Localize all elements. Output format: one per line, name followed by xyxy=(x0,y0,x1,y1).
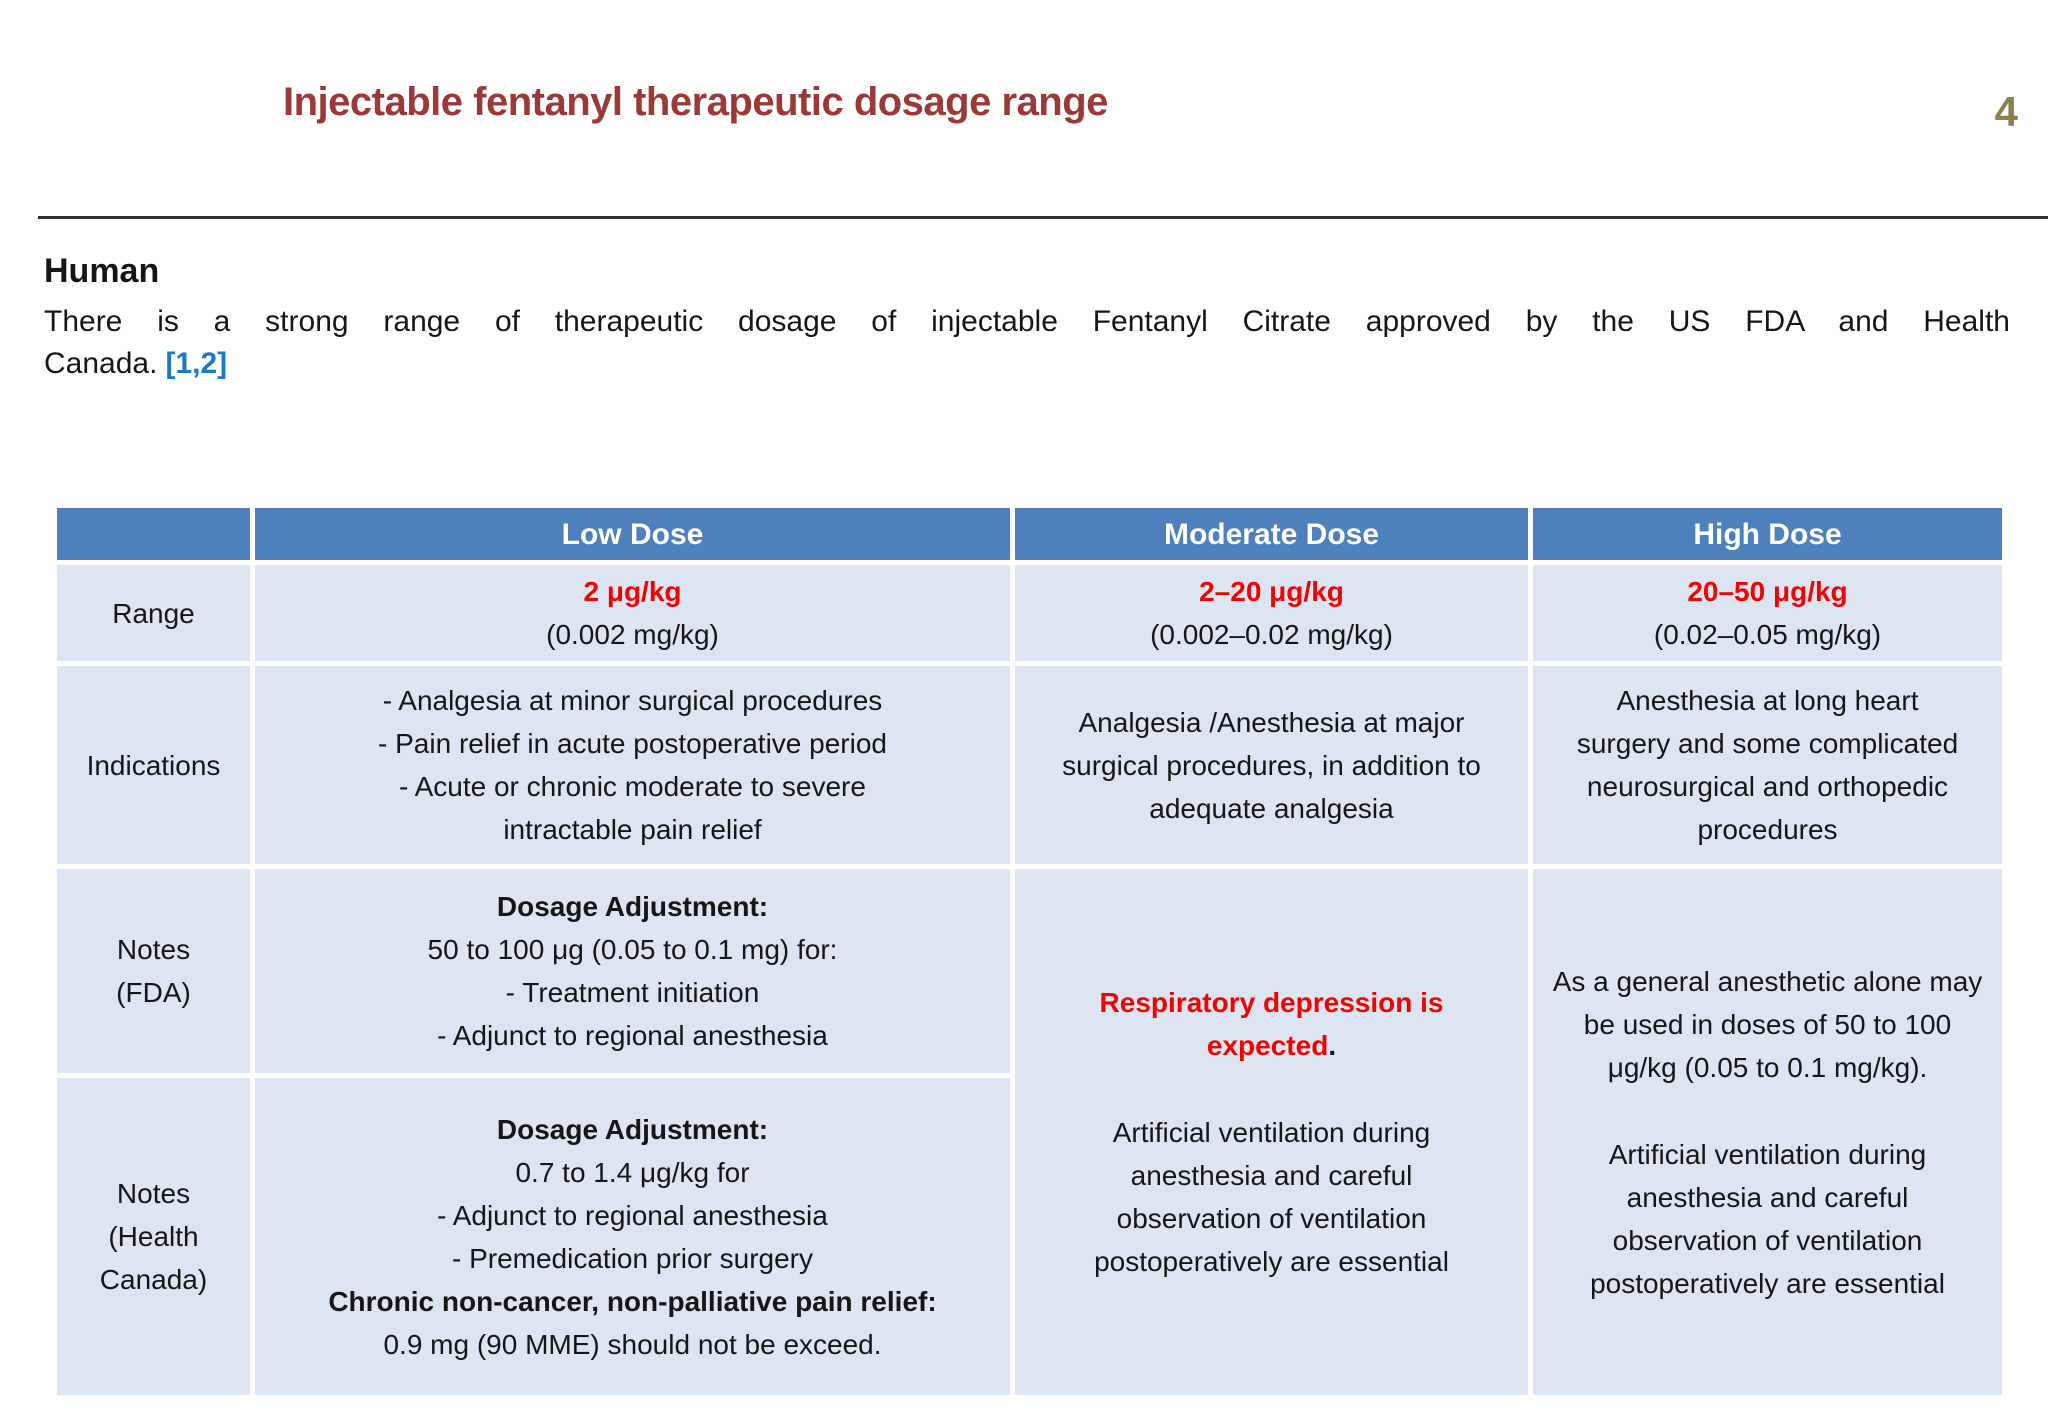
indication-moderate-text: Analgesia /Anesthesia at major surgical … xyxy=(1062,706,1481,824)
intro-paragraph-line1: There is a strong range of therapeutic d… xyxy=(44,305,2010,338)
notes-hc-low-line: - Adjunct to regional anesthesia xyxy=(437,1199,828,1231)
cell-indications-moderate: Analgesia /Anesthesia at major surgical … xyxy=(1015,666,1528,864)
high-ventilation-note: Artificial ventilation during anesthesia… xyxy=(1590,1138,1945,1299)
row-label-range: Range xyxy=(57,565,250,661)
notes-fda-low-heading: Dosage Adjustment: xyxy=(496,891,769,922)
notes-hc-low-line: - Premedication prior surgery xyxy=(451,1242,814,1274)
slide-title: Injectable fentanyl therapeutic dosage r… xyxy=(283,80,1108,124)
dosage-table: Low Dose Moderate Dose High Dose Range 2… xyxy=(57,508,2002,1395)
range-moderate-mg: (0.002–0.02 mg/kg) xyxy=(1150,619,1393,650)
cell-notes-high-merged: As a general anesthetic alone may be use… xyxy=(1533,869,2002,1395)
cell-notes-fda-low: Dosage Adjustment: 50 to 100 μg (0.05 to… xyxy=(255,869,1010,1073)
row-label-indications: Indications xyxy=(57,666,250,864)
title-divider xyxy=(38,216,2048,219)
cell-indications-low: - Analgesia at minor surgical procedures… xyxy=(255,666,1010,864)
range-low-dose: 2 μg/kg xyxy=(583,576,682,607)
notes-hc-low-line2: 0.9 mg (90 MME) should not be exceed. xyxy=(383,1328,882,1360)
cell-indications-high: Anesthesia at long heart surgery and som… xyxy=(1533,666,2002,864)
notes-fda-low-line: - Adjunct to regional anesthesia xyxy=(437,1020,828,1051)
table-header-high-dose: High Dose xyxy=(1533,508,2002,560)
citation-ref: [1,2] xyxy=(165,347,228,380)
row-label-notes-health-canada: Notes (Health Canada) xyxy=(57,1078,250,1395)
cell-notes-hc-low: Dosage Adjustment: 0.7 to 1.4 μg/kg for … xyxy=(255,1078,1010,1395)
moderate-warning-text: Respiratory depression is expected xyxy=(1099,987,1444,1061)
range-low-mg: (0.002 mg/kg) xyxy=(546,619,719,650)
section-heading-human: Human xyxy=(44,252,160,290)
cell-range-low: 2 μg/kg (0.002 mg/kg) xyxy=(255,565,1010,661)
indication-low-item: - Pain relief in acute postoperative per… xyxy=(378,728,887,759)
range-high-mg: (0.02–0.05 mg/kg) xyxy=(1653,619,1882,650)
intro-paragraph-line2: Canada. [1,2] xyxy=(44,343,2010,385)
notes-hc-low-line: 0.7 to 1.4 μg/kg for xyxy=(515,1156,750,1188)
intro-section: Human There is a strong range of therape… xyxy=(44,252,2010,385)
row-label-notes-fda: Notes (FDA) xyxy=(57,869,250,1073)
cell-range-moderate: 2–20 μg/kg (0.002–0.02 mg/kg) xyxy=(1015,565,1528,661)
page-number: 4 xyxy=(1994,88,2018,135)
notes-hc-low-heading2: Chronic non-cancer, non-palliative pain … xyxy=(328,1285,937,1317)
table-header-moderate-dose: Moderate Dose xyxy=(1015,508,1528,560)
table-header-corner xyxy=(57,508,250,560)
indication-low-item: - Analgesia at minor surgical procedures xyxy=(382,685,883,716)
moderate-warning-period: . xyxy=(1328,1030,1337,1061)
intro-paragraph-line2-text: Canada. xyxy=(44,347,158,380)
indication-high-text: Anesthesia at long heart surgery and som… xyxy=(1576,685,1959,845)
cell-range-high: 20–50 μg/kg (0.02–0.05 mg/kg) xyxy=(1533,565,2002,661)
notes-hc-low-heading: Dosage Adjustment: xyxy=(496,1113,769,1145)
notes-fda-low-line: 50 to 100 μg (0.05 to 0.1 mg) for: xyxy=(427,934,838,965)
range-high-dose: 20–50 μg/kg xyxy=(1687,576,1848,607)
moderate-warning: Respiratory depression is expected. xyxy=(1057,981,1487,1067)
range-moderate-dose: 2–20 μg/kg xyxy=(1199,576,1344,607)
indication-low-item: - Acute or chronic moderate to severe in… xyxy=(399,771,866,845)
cell-notes-moderate-merged: Respiratory depression is expected. Arti… xyxy=(1015,869,1528,1395)
high-anesthetic-note: As a general anesthetic alone may be use… xyxy=(1552,965,1983,1083)
moderate-ventilation-note: Artificial ventilation during anesthesia… xyxy=(1094,1117,1449,1277)
notes-fda-low-line: - Treatment initiation xyxy=(505,977,760,1008)
table-header-low-dose: Low Dose xyxy=(255,508,1010,560)
